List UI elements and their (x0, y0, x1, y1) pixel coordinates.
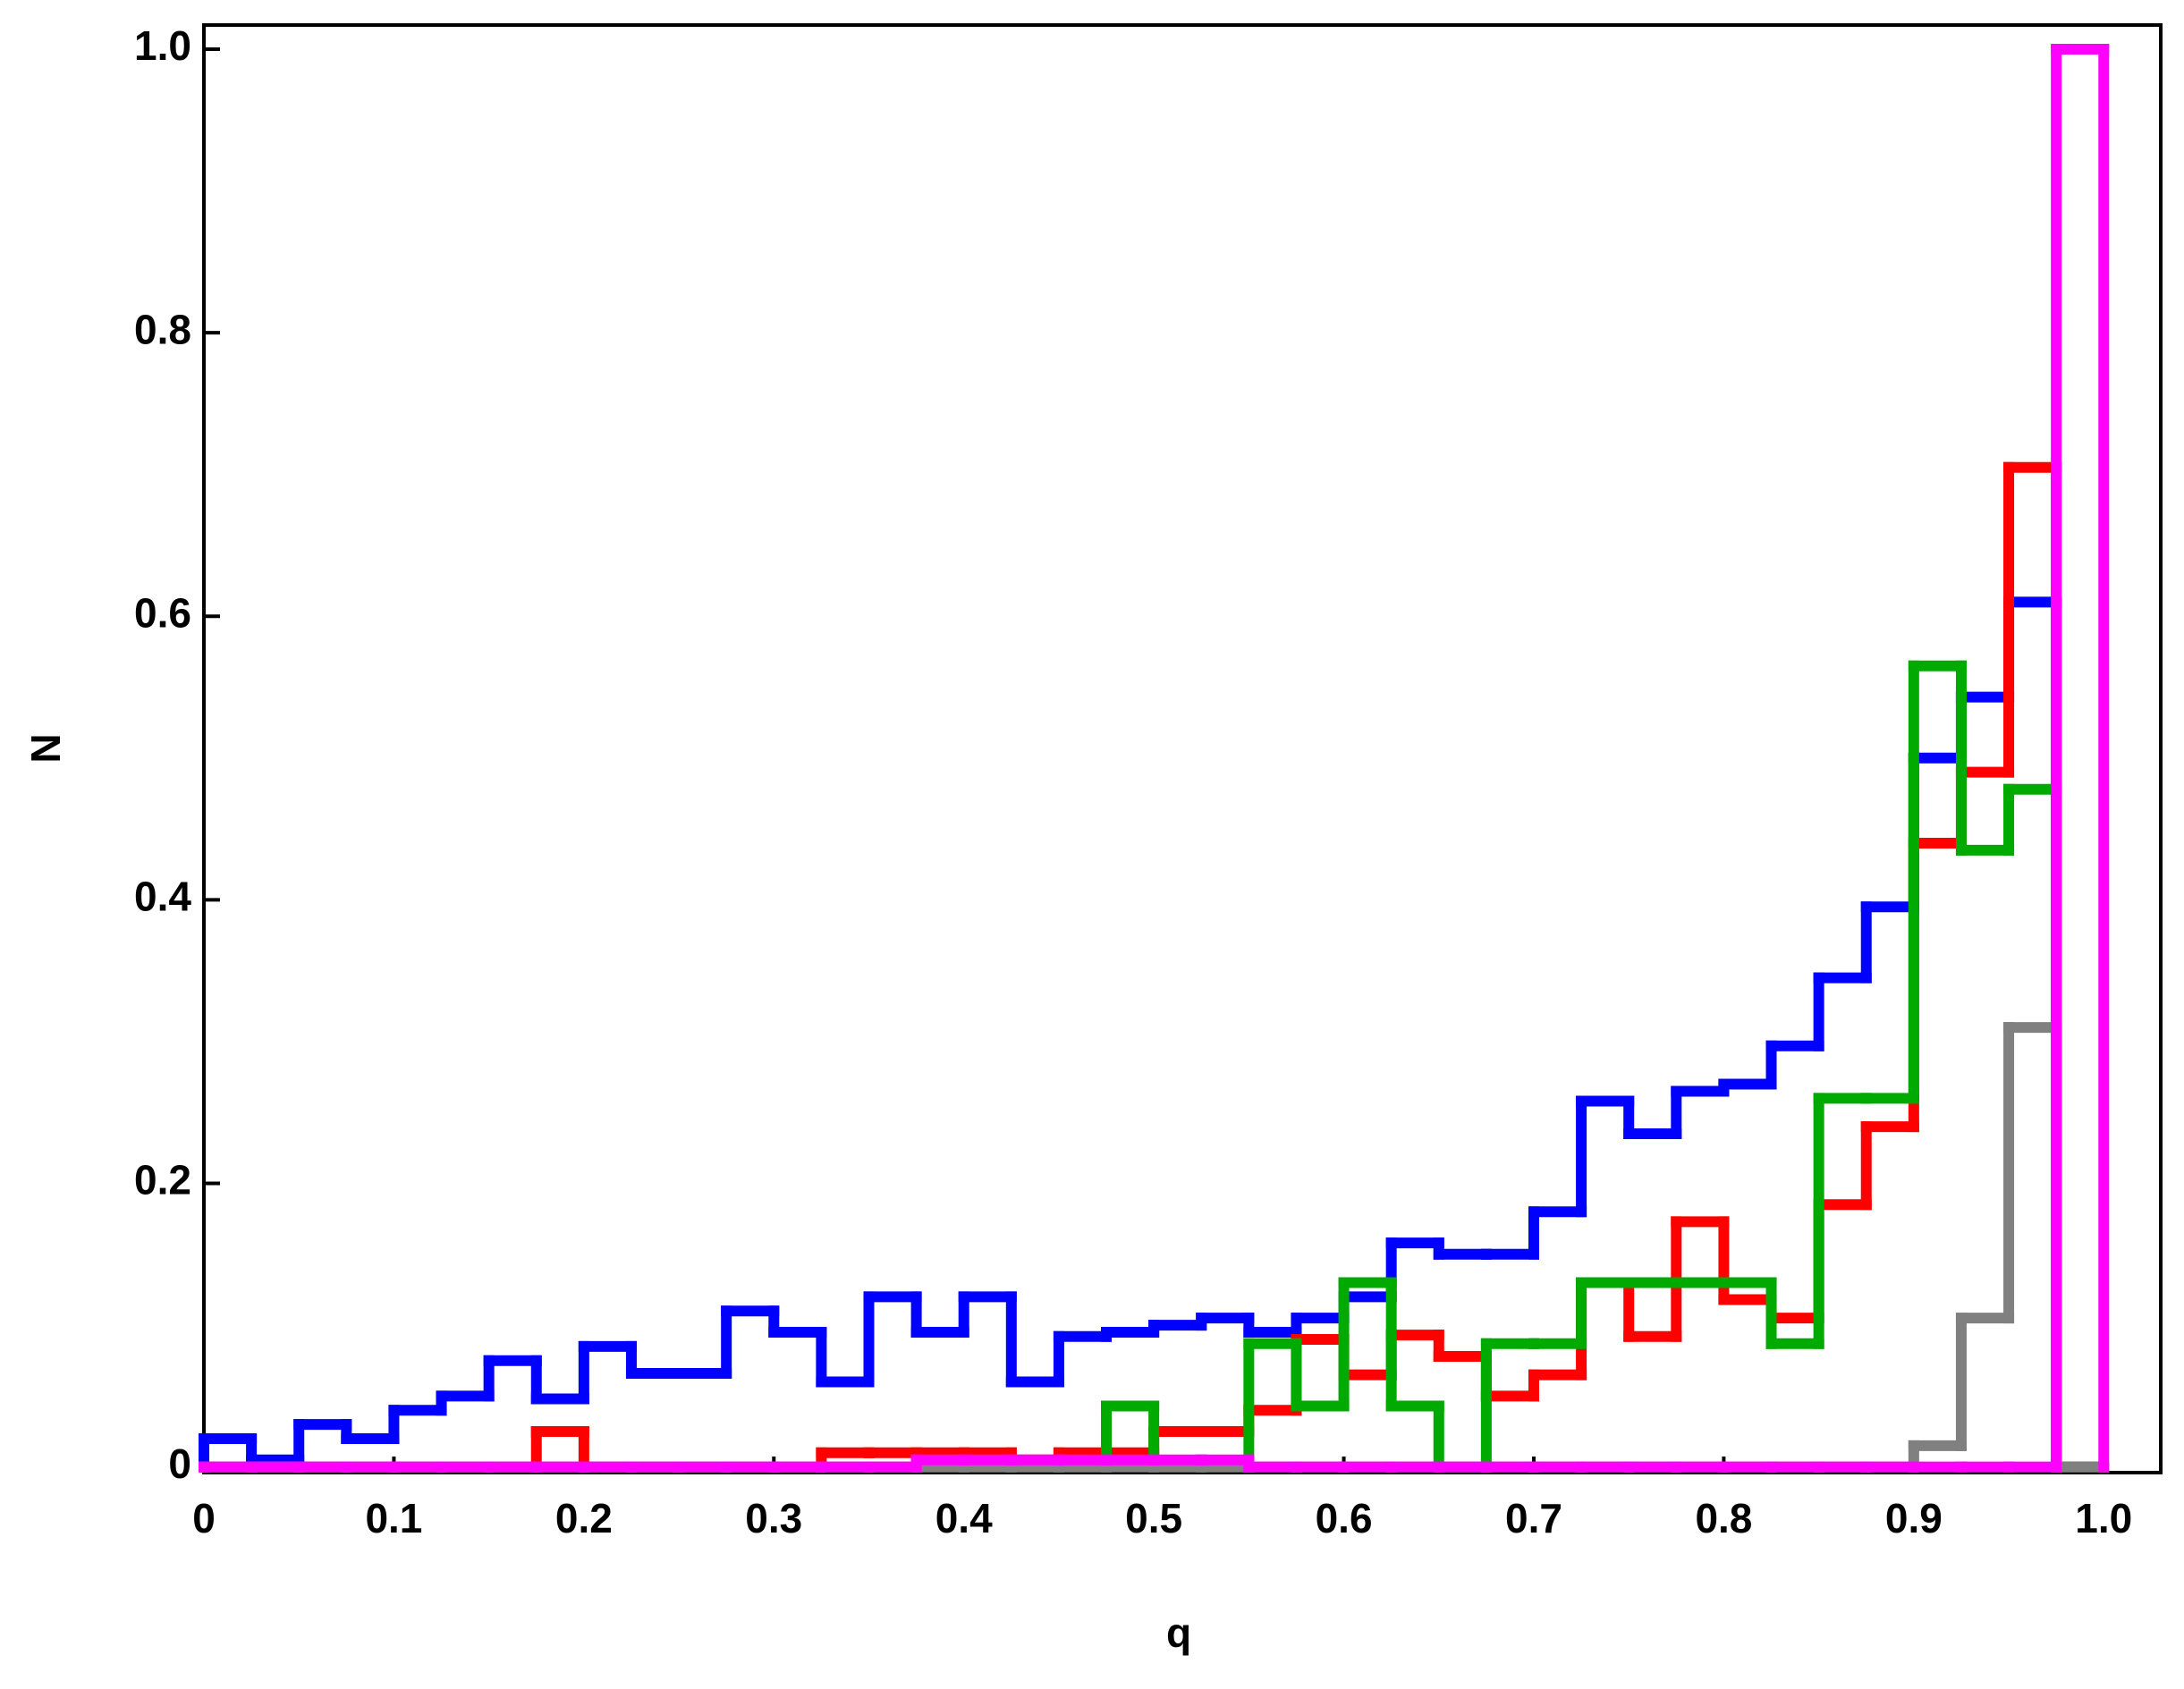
x-tick-label: 1.0 (2075, 1495, 2132, 1541)
x-tick-label: 0.2 (555, 1495, 613, 1541)
histogram-series (199, 660, 2110, 1473)
x-tick-label: 0.6 (1316, 1495, 1373, 1541)
y-tick-label: 1.0 (134, 22, 191, 69)
y-tick-label: 0.6 (134, 589, 191, 636)
y-tick-label: 0.2 (134, 1157, 191, 1203)
plot-frame (202, 23, 2163, 1474)
y-tick-label: 0 (168, 1440, 191, 1487)
x-tick-label: 0 (192, 1495, 216, 1541)
x-axis-label: q (1166, 1609, 1191, 1656)
y-tick-label: 0.8 (134, 306, 191, 352)
x-tick-label: 0.8 (1695, 1495, 1752, 1541)
x-tick-label: 0.1 (365, 1495, 422, 1541)
x-tick-label: 0.5 (1125, 1495, 1182, 1541)
y-tick-label: 0.4 (134, 874, 191, 920)
histogram-series (199, 43, 2110, 1473)
x-tick-label: 0.3 (745, 1495, 802, 1541)
x-tick-label: 0.7 (1505, 1495, 1562, 1541)
y-axis-label: N (22, 733, 69, 763)
x-tick-label: 0.9 (1885, 1495, 1943, 1541)
x-tick-label: 0.4 (935, 1495, 993, 1541)
